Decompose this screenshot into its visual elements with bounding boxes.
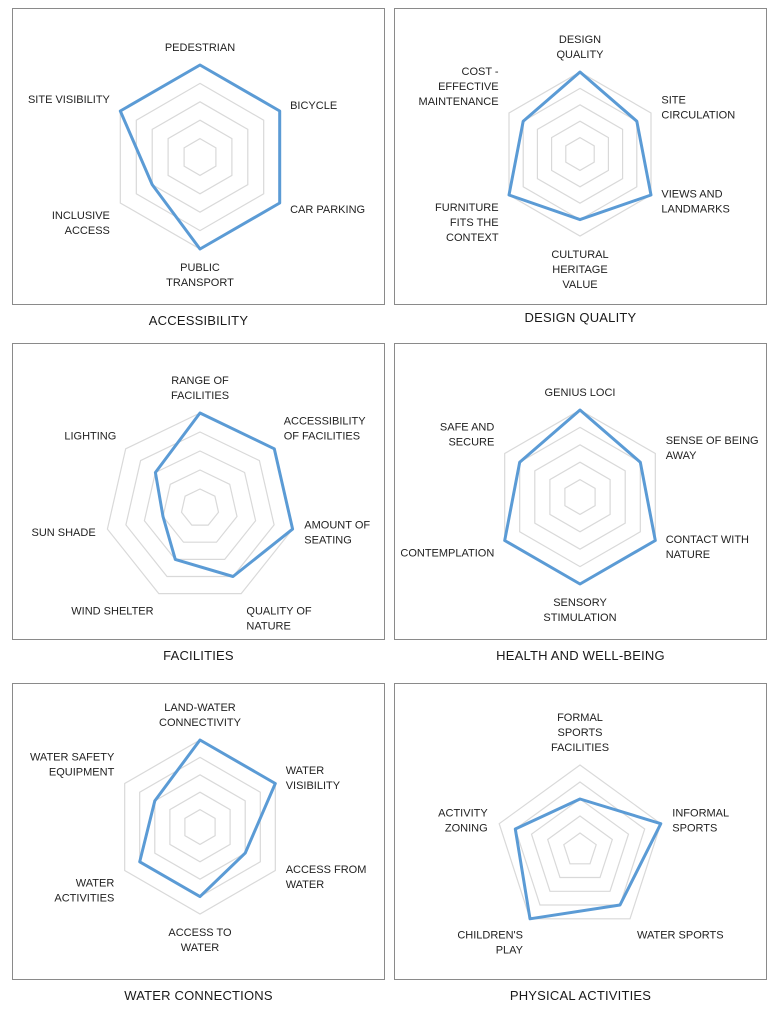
grid-ring <box>504 409 656 585</box>
axis-label: SITE VISIBILITY <box>28 94 111 106</box>
axis-label: WATER ACTIVITIES <box>54 878 114 905</box>
chart-title-facilities: FACILITIES <box>163 648 234 663</box>
axis-label: SENSE OF BEING AWAY <box>666 435 759 462</box>
grid-ring <box>546 815 614 879</box>
axis-label: CONTEMPLATION <box>400 548 494 560</box>
radar-chart-water-connections: LAND-WATER CONNECTIVITY WATER VISIBILITY ACC… <box>30 702 367 954</box>
axis-label: GENIUS LOCI <box>545 387 616 399</box>
axis-label: COST -EFFECTIVE MAINTENANCE <box>419 66 499 108</box>
chart-title-water-connections: WATER CONNECTIONS <box>124 988 273 1003</box>
radar-chart-health: GENIUS LOCI SENSE OF BEING AWAY CONTACT WIT… <box>400 387 759 624</box>
grid-ring <box>508 71 652 237</box>
grid-ring <box>534 444 626 550</box>
axis-label: QUALITY OF NATURE <box>246 605 311 632</box>
chart-title-accessibility: ACCESSIBILITY <box>148 313 249 328</box>
chart-title-design-quality: DESIGN QUALITY <box>524 310 637 325</box>
grid-ring <box>564 478 596 516</box>
chart-panel-physical-activities: FORMAL SPORTS FACILITIES INFORMAL SPORTS WATE… <box>394 683 767 980</box>
grid-ring <box>514 781 646 906</box>
series-line <box>513 797 663 921</box>
axis-label: AMOUNT OF SEATING <box>304 519 370 546</box>
radar-chart-design-quality: DESIGN QUALITY SITE CIRCULATION VIEWS AND LAN… <box>419 34 736 291</box>
grid-ring <box>563 832 597 865</box>
grid-ring <box>536 104 624 204</box>
radar-chart-facilities: RANGE OF FACILITIES ACCESSIBILITY OF FACILI… <box>32 375 371 632</box>
axis-label: ACCESS FROM WATER <box>286 864 367 891</box>
grid-ring <box>125 431 275 578</box>
axis-label: FURNITURE FITS THE CONTEXT <box>435 202 499 244</box>
chart-panel-accessibility: PEDESTRIAN BICYCLE CAR PARKING PUBLIC TRANSP… <box>12 8 385 305</box>
axis-label: WATER SPORTS <box>637 930 724 942</box>
chart-title-physical-activities: PHYSICAL ACTIVITIES <box>509 988 652 1003</box>
axis-label: LAND-WATER CONNECTIVITY <box>159 702 242 729</box>
axis-label: FORMAL SPORTS FACILITIES <box>551 712 609 754</box>
axis-label: DESIGN QUALITY <box>556 34 604 61</box>
grid-ring <box>167 119 233 195</box>
axis-label: INCLUSIVE ACCESS <box>52 210 110 237</box>
axis-label: SITE CIRCULATION <box>661 95 735 122</box>
axis-label: CONTACT WITH NATURE <box>666 534 749 561</box>
axis-label: WATER SAFETY EQUIPMENT <box>30 752 115 779</box>
axis-label: CAR PARKING <box>290 204 365 216</box>
grid-ring <box>135 82 265 232</box>
chart-panel-design-quality: DESIGN QUALITY SITE CIRCULATION VIEWS AND LAN… <box>394 8 767 305</box>
axis-label: PEDESTRIAN <box>165 42 235 54</box>
axis-label: BICYCLE <box>290 100 337 112</box>
chart-panel-health: GENIUS LOCI SENSE OF BEING AWAY CONTACT WIT… <box>394 343 767 640</box>
radar-chart-physical-activities: FORMAL SPORTS FACILITIES INFORMAL SPORTS WATE… <box>438 712 729 957</box>
grid-ring <box>498 764 662 920</box>
axis-label: PUBLIC TRANSPORT <box>166 262 234 289</box>
grid-ring <box>162 469 238 543</box>
axis-label: SUN SHADE <box>32 527 96 539</box>
axis-label: RANGE OF FACILITIES <box>171 375 229 402</box>
axis-label: WATER VISIBILITY <box>286 765 341 792</box>
axis-label: SENSORY STIMULATION <box>543 597 616 624</box>
radar-chart-accessibility: PEDESTRIAN BICYCLE CAR PARKING PUBLIC TRANSP… <box>28 42 365 289</box>
grid-ring <box>143 450 257 560</box>
chart-title-health: HEALTH AND WELL-BEING <box>496 648 665 663</box>
grid-ring <box>183 137 217 177</box>
axis-label: CHILDREN'S PLAY <box>457 930 523 957</box>
axis-label: CULTURAL HERITAGE VALUE <box>551 249 608 291</box>
grid-ring <box>549 461 611 533</box>
series-line <box>153 411 295 578</box>
grid-ring <box>169 791 231 863</box>
axis-label: WIND SHELTER <box>71 605 153 617</box>
grid-ring <box>139 756 261 898</box>
chart-panel-facilities: RANGE OF FACILITIES ACCESSIBILITY OF FACILI… <box>12 343 385 640</box>
axis-label: SAFE AND SECURE <box>440 422 494 449</box>
axis-label: VIEWS AND LANDMARKS <box>661 189 729 216</box>
axis-label: ACCESSIBILITY OF FACILITIES <box>284 415 367 442</box>
chart-panel-water-connections: LAND-WATER CONNECTIVITY WATER VISIBILITY ACC… <box>12 683 385 980</box>
grid-ring <box>184 808 216 846</box>
grid-ring <box>151 101 249 213</box>
grid-ring <box>530 798 630 892</box>
grid-ring <box>551 120 609 188</box>
grid-ring <box>119 64 281 250</box>
axis-label: ACCESS TO WATER <box>168 927 232 954</box>
axis-label: ACTIVITY ZONING <box>438 808 488 835</box>
series-line <box>118 63 282 251</box>
grid-ring <box>154 774 246 880</box>
grid-ring <box>565 136 595 172</box>
series-line <box>507 70 653 222</box>
series-line <box>503 408 657 586</box>
grid-ring <box>180 488 220 526</box>
axis-label: LIGHTING <box>64 430 116 442</box>
axis-label: INFORMAL SPORTS <box>672 808 729 835</box>
